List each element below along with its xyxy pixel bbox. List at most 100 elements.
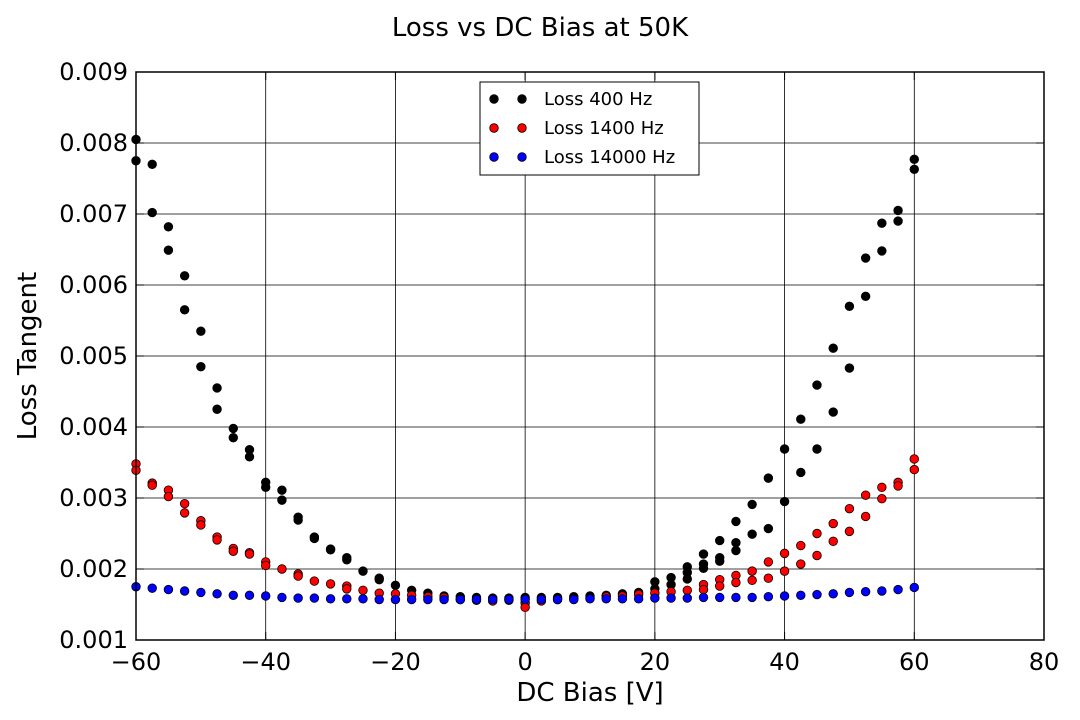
data-point [309,593,320,603]
data-point [374,594,384,605]
legend-marker [489,123,499,133]
data-point [909,164,919,174]
data-point [731,516,741,527]
data-point [374,574,384,585]
y-tick-label: 0.001 [59,626,128,654]
data-point [796,467,806,478]
chart-title: Loss vs DC Bias at 50K [392,13,689,43]
data-point [796,559,806,569]
y-tick-label: 0.006 [59,271,128,299]
data-point [277,592,287,603]
data-point [163,491,174,502]
legend-label: Loss 14000 Hz [544,147,675,168]
y-tick-label: 0.004 [59,413,128,441]
data-point [293,593,303,603]
data-point [844,503,855,514]
data-point [844,587,855,598]
legend-label: Loss 400 Hz [544,89,652,110]
data-point [633,594,644,604]
data-point [309,576,320,586]
data-point [828,589,838,599]
data-point [812,589,822,600]
x-tick-label: −40 [240,648,291,676]
data-point [147,480,157,490]
data-point [828,518,838,529]
data-point [812,380,822,390]
data-point [698,592,709,603]
tick-labels: −60 −40 −20 0 20 40 60 80 0.001 0.002 0.003 0.004 0.… [59,58,1059,676]
data-point [715,556,725,566]
data-point [423,594,433,605]
data-point [828,536,838,547]
x-tick-label: 20 [640,648,671,676]
data-point [309,533,320,544]
data-point [666,572,676,583]
data-point [893,584,903,595]
data-point [228,423,238,434]
data-point [455,594,465,605]
data-point [844,526,855,537]
data-point [228,432,238,443]
data-point [747,592,757,603]
data-point [196,520,206,530]
data-point [779,548,790,559]
data-point [877,482,887,493]
data-point [828,407,838,417]
data-point [601,594,611,604]
data-point [228,590,238,600]
data-point [358,566,368,576]
x-tick-label: −20 [370,648,421,676]
y-tick-label: 0.008 [59,129,128,157]
data-point [860,511,871,522]
data-point [779,566,790,576]
data-point [585,594,595,604]
data-point [860,490,871,500]
data-point [812,444,822,454]
data-point [731,538,741,548]
data-point [698,549,709,559]
data-point [179,508,190,518]
legend-marker [489,152,499,162]
data-point [196,326,206,336]
data-point [650,577,660,587]
series-loss-14000-hz [131,582,919,605]
data-point [763,473,774,483]
x-tick-label: 0 [518,648,533,676]
legend-marker [489,94,499,104]
data-point [342,555,352,565]
data-point [860,291,871,302]
data-point [763,523,774,534]
x-tick-label: 60 [899,648,930,676]
data-point [698,563,709,573]
y-tick-label: 0.009 [59,58,128,86]
data-point [763,573,774,583]
data-point [325,545,336,555]
data-point [196,361,206,372]
data-point [325,594,336,604]
legend-label: Loss 1400 Hz [544,118,664,139]
y-axis-label: Loss Tangent [13,272,43,440]
data-point [682,593,692,603]
data-point [471,594,482,605]
data-point [261,482,271,493]
x-tick-label: −60 [111,648,162,676]
data-point [909,154,919,165]
data-point [244,452,255,462]
data-point [731,577,741,588]
data-point [179,498,190,509]
axis-ticks [135,71,1045,641]
data-point [261,560,271,571]
data-point [812,550,822,561]
data-point [877,586,887,596]
data-point [731,545,741,556]
data-point [877,494,887,504]
data-point [796,414,806,424]
data-point [796,540,806,551]
data-point [212,383,222,393]
data-point [277,485,287,495]
data-point [520,594,530,605]
data-point [747,529,757,539]
data-point [261,591,271,601]
data-point [828,343,838,353]
